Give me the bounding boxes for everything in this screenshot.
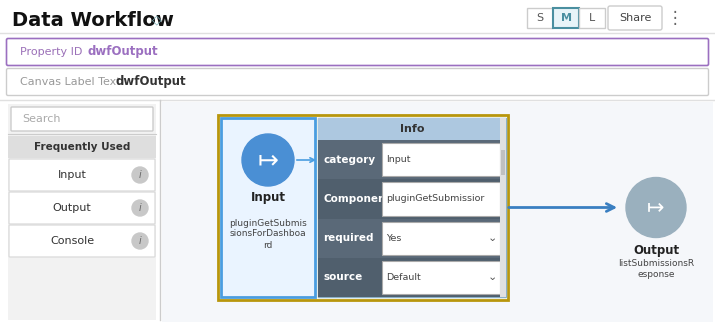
Text: Yes: Yes (386, 234, 401, 243)
Text: ⌄: ⌄ (488, 233, 497, 243)
Text: M: M (561, 13, 571, 23)
FancyBboxPatch shape (318, 258, 500, 297)
FancyBboxPatch shape (608, 6, 662, 30)
Text: Canvas Label Text: Canvas Label Text (20, 77, 121, 87)
Text: Search: Search (22, 114, 61, 124)
FancyBboxPatch shape (8, 136, 156, 158)
Text: Frequently Used: Frequently Used (34, 142, 130, 152)
Text: Share: Share (618, 13, 651, 23)
Text: source: source (323, 272, 363, 282)
Text: pluginGetSubmis: pluginGetSubmis (229, 218, 307, 227)
Text: Output: Output (53, 203, 92, 213)
FancyBboxPatch shape (553, 8, 579, 28)
Circle shape (242, 134, 294, 186)
Circle shape (132, 167, 148, 183)
Text: listSubmissionsR: listSubmissionsR (618, 259, 694, 268)
Text: Default: Default (386, 273, 420, 282)
Text: dwfOutput: dwfOutput (116, 75, 187, 88)
Text: required: required (323, 233, 373, 243)
FancyBboxPatch shape (11, 107, 153, 131)
FancyBboxPatch shape (9, 225, 155, 257)
Text: category: category (323, 155, 375, 165)
FancyBboxPatch shape (6, 38, 709, 66)
Text: Component: Component (323, 194, 390, 204)
FancyBboxPatch shape (318, 118, 506, 140)
FancyBboxPatch shape (382, 222, 500, 255)
Text: i: i (139, 203, 142, 213)
Text: Input: Input (250, 191, 285, 204)
Text: ◇: ◇ (152, 14, 162, 27)
Text: rd: rd (263, 240, 272, 250)
FancyBboxPatch shape (527, 8, 553, 28)
Text: i: i (139, 170, 142, 180)
FancyBboxPatch shape (500, 118, 506, 297)
FancyBboxPatch shape (382, 143, 500, 176)
Text: ↦: ↦ (647, 198, 665, 217)
Text: dwfOutput: dwfOutput (88, 46, 159, 58)
Text: Info: Info (400, 124, 424, 134)
Circle shape (132, 233, 148, 249)
Text: Input: Input (386, 155, 410, 164)
FancyBboxPatch shape (318, 179, 500, 218)
Text: ⋮: ⋮ (666, 9, 684, 27)
Text: L: L (589, 13, 595, 23)
FancyBboxPatch shape (218, 115, 508, 300)
FancyBboxPatch shape (318, 218, 500, 258)
FancyBboxPatch shape (6, 69, 709, 96)
FancyBboxPatch shape (9, 159, 155, 191)
Text: Property ID: Property ID (20, 47, 82, 57)
FancyBboxPatch shape (318, 140, 500, 179)
FancyBboxPatch shape (382, 261, 500, 294)
FancyBboxPatch shape (501, 150, 505, 175)
Text: esponse: esponse (637, 270, 675, 279)
Circle shape (626, 177, 686, 238)
Text: Output: Output (633, 244, 679, 257)
FancyBboxPatch shape (9, 192, 155, 224)
Text: S: S (536, 13, 543, 23)
FancyBboxPatch shape (8, 104, 156, 320)
Text: ⌄: ⌄ (488, 272, 497, 282)
Circle shape (132, 200, 148, 216)
Text: i: i (139, 236, 142, 246)
FancyBboxPatch shape (318, 118, 506, 297)
FancyBboxPatch shape (579, 8, 605, 28)
FancyBboxPatch shape (382, 182, 500, 215)
Text: pluginGetSubmissior: pluginGetSubmissior (386, 194, 484, 203)
Text: Input: Input (58, 170, 87, 180)
Text: Console: Console (50, 236, 94, 246)
Text: sionsForDashboa: sionsForDashboa (230, 229, 306, 239)
Text: ↦: ↦ (257, 148, 279, 172)
FancyBboxPatch shape (221, 118, 315, 297)
Text: Data Workflow: Data Workflow (12, 10, 174, 30)
FancyBboxPatch shape (162, 102, 713, 322)
